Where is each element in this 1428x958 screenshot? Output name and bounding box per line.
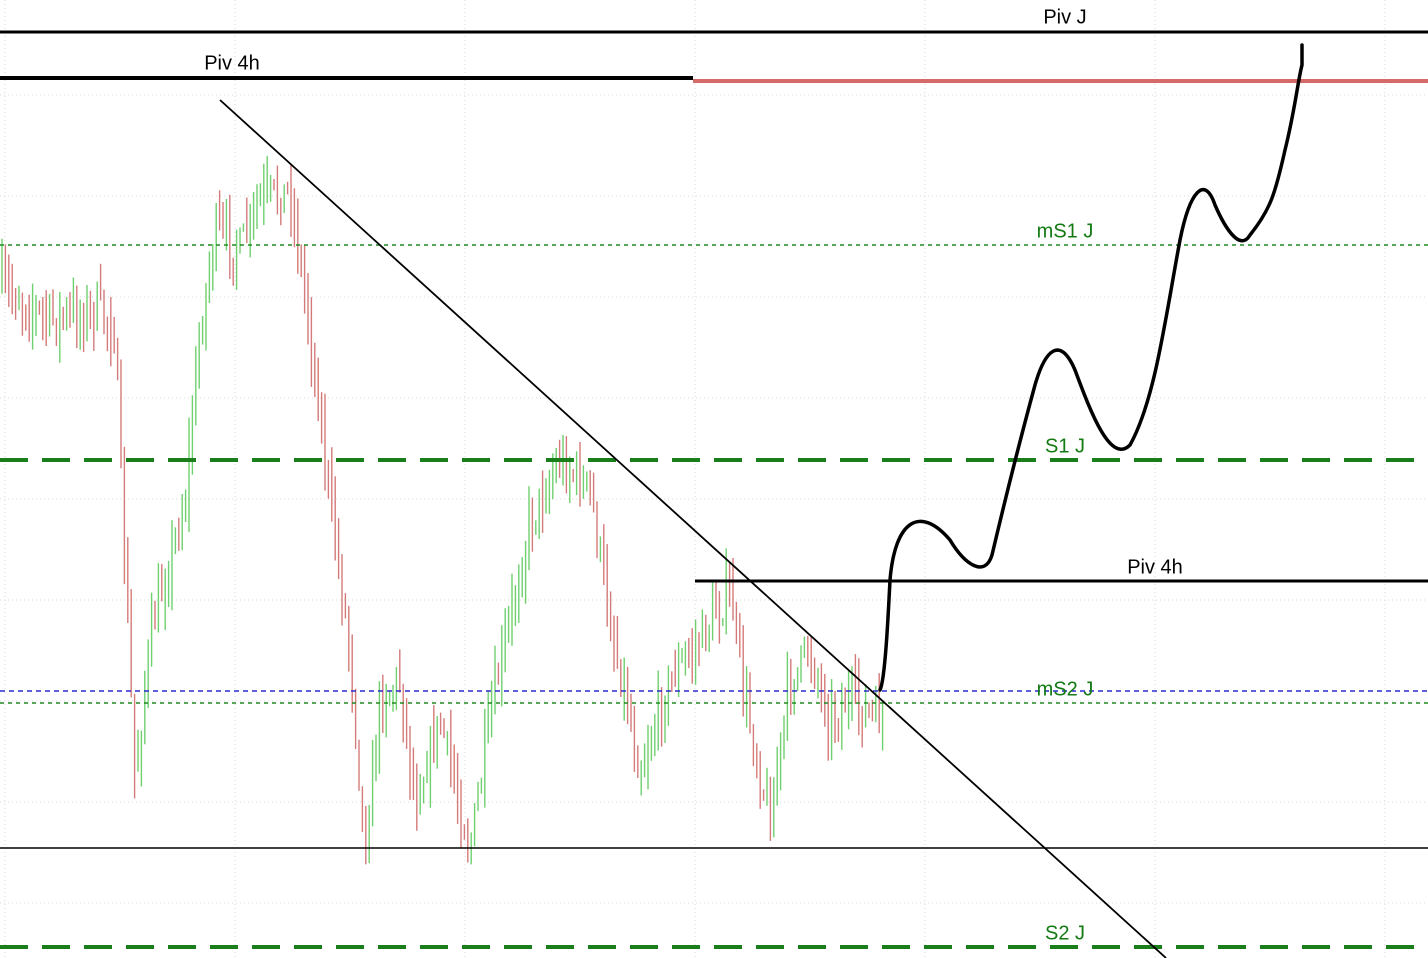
price-bars: [1, 155, 884, 865]
level-label: mS1 J: [1037, 220, 1094, 242]
trend-line: [219, 99, 1167, 958]
level-label: Piv J: [1043, 6, 1086, 28]
level-label: S1 J: [1045, 435, 1085, 457]
level-label: Piv 4h: [1127, 556, 1183, 578]
level-label: Piv 4h: [204, 52, 260, 74]
level-label: mS2 J: [1037, 678, 1094, 700]
level-label: S2 J: [1045, 922, 1085, 944]
projection-path: [878, 43, 1304, 692]
